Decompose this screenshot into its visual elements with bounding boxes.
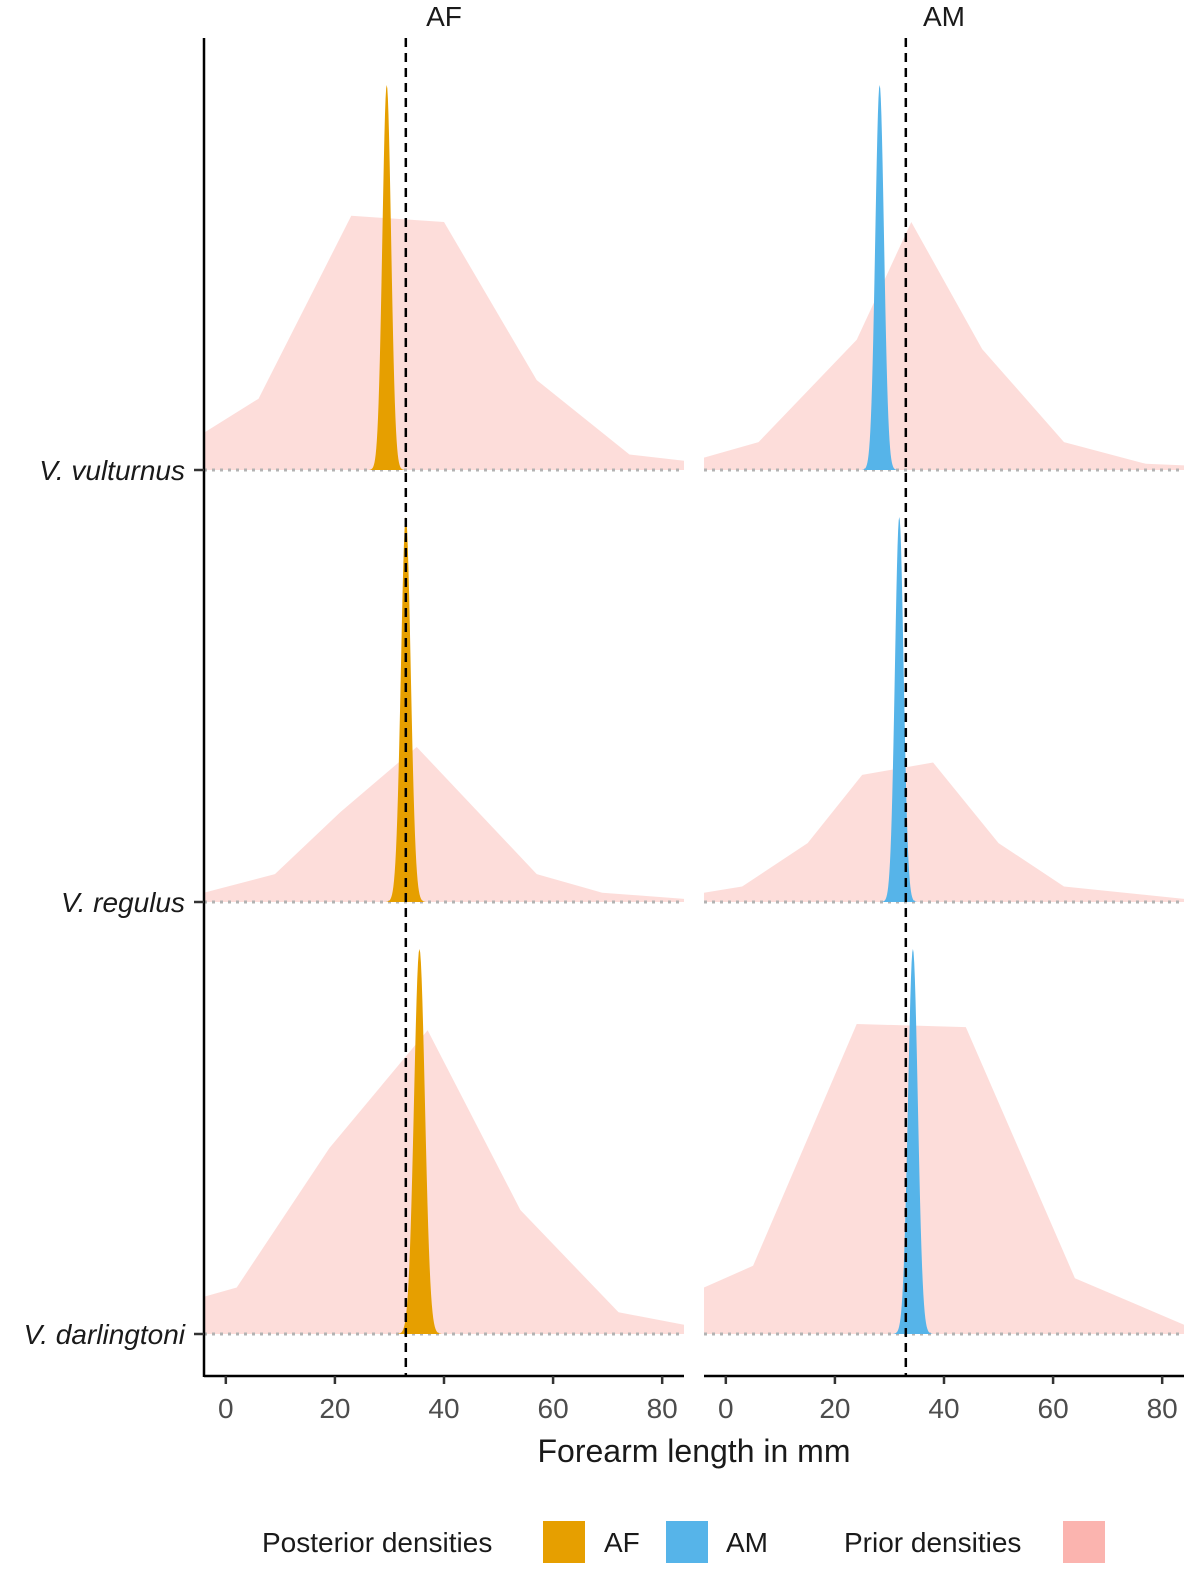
legend-title-posterior: Posterior densities (262, 1527, 492, 1558)
posterior-density-af-v-vulturnus (369, 85, 405, 470)
x-tick-label-af-40: 40 (428, 1393, 459, 1424)
posterior-density-am-v-regulus (881, 517, 917, 902)
posterior-density-af-v-regulus (386, 517, 426, 902)
legend-key-am (666, 1521, 708, 1563)
legend-key-af (543, 1521, 585, 1563)
legend-label-af: AF (604, 1527, 640, 1558)
y-tick-label-v-darlingtoni: V. darlingtoni (24, 1319, 186, 1350)
facet-label-am: AM (923, 1, 965, 32)
y-tick-label-v-vulturnus: V. vulturnus (39, 455, 185, 486)
posterior-density-am-v-darlingtoni (893, 949, 933, 1334)
legend-key-prior (1063, 1521, 1105, 1563)
prior-density-af-v-vulturnus (204, 215, 684, 470)
legend-title-prior: Prior densities (844, 1527, 1021, 1558)
x-tick-label-af-60: 60 (538, 1393, 569, 1424)
y-tick-label-v-regulus: V. regulus (61, 887, 185, 918)
prior-density-am-v-vulturnus (704, 222, 1184, 470)
x-tick-label-af-80: 80 (647, 1393, 678, 1424)
facet-panel-am (704, 38, 1184, 1384)
legend-label-am: AM (726, 1527, 768, 1558)
posterior-density-am-v-vulturnus (862, 85, 898, 470)
prior-density-am-v-darlingtoni (704, 1024, 1184, 1334)
facet-panels (194, 38, 1184, 1384)
x-tick-label-am-0: 0 (718, 1393, 734, 1424)
x-tick-label-am-60: 60 (1038, 1393, 1069, 1424)
facet-panel-af (204, 38, 684, 1384)
axis-labels: 0 20 40 60 80 AF 0 20 40 60 80 AM V. vulturnus V. reg… (24, 1, 1178, 1424)
x-tick-label-am-20: 20 (819, 1393, 850, 1424)
x-tick-label-af-0: 0 (218, 1393, 234, 1424)
x-axis-title: Forearm length in mm (538, 1433, 851, 1469)
legend: Posterior densities AF AM Prior densities (262, 1521, 1105, 1563)
posterior-density-af-v-darlingtoni (397, 949, 442, 1334)
facet-label-af: AF (426, 1, 462, 32)
prior-density-af-v-regulus (204, 747, 684, 902)
x-tick-label-am-80: 80 (1147, 1393, 1178, 1424)
prior-density-am-v-regulus (704, 762, 1184, 902)
prior-density-af-v-darlingtoni (204, 1030, 684, 1334)
x-tick-label-af-20: 20 (319, 1393, 350, 1424)
x-tick-label-am-40: 40 (928, 1393, 959, 1424)
